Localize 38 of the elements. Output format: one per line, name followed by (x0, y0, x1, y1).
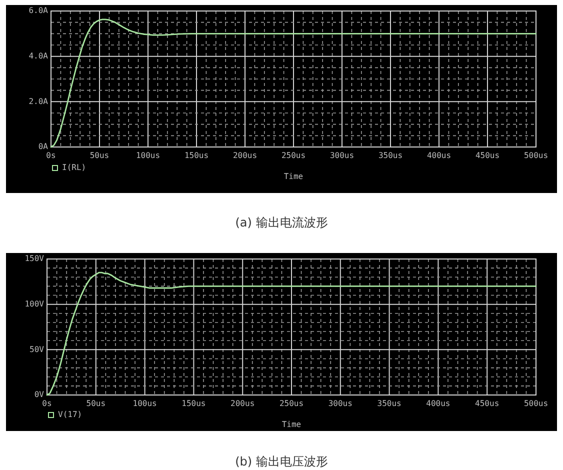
x-tick-label: 500us (524, 399, 548, 408)
y-tick-label: 6.0A (28, 6, 48, 16)
legend-label: I(RL) (62, 163, 86, 172)
x-tick-label: 50us (90, 151, 110, 160)
x-tick-label: 250us (281, 151, 306, 160)
x-tick-label: 300us (328, 399, 353, 408)
y-tick-label: 0V (34, 390, 44, 400)
x-tick-label: 350us (377, 399, 402, 408)
x-tick-label: 500us (524, 151, 548, 160)
x-tick-label: 250us (279, 399, 304, 408)
y-tick-label: 0A (38, 142, 48, 152)
x-tick-label: 150us (182, 399, 206, 408)
text: (a) 输出电流波形 (235, 215, 328, 230)
x-axis-title: Time (284, 172, 304, 182)
x-tick-label: 400us (426, 399, 450, 408)
legend-label: V(17) (58, 410, 82, 420)
x-axis-title: Time (282, 420, 302, 430)
x-tick-label: 300us (330, 151, 354, 160)
x-tick-label: 400us (426, 151, 452, 160)
x-tick-label: 450us (475, 399, 500, 408)
x-tick-label: 50us (86, 399, 106, 408)
legend: V(17) (48, 410, 82, 420)
x-tick-label: 150us (184, 151, 209, 160)
x-tick-label: 200us (230, 399, 255, 408)
x-tick-label: 450us (475, 151, 500, 160)
legend: I(RL) (52, 163, 86, 172)
x-tick-label: 100us (136, 151, 160, 160)
x-tick-label: 200us (232, 151, 258, 160)
x-tick-label: 0s (42, 399, 52, 408)
text: (b) 输出电压波形 (235, 454, 328, 468)
y-tick-label: 100V (24, 300, 44, 309)
y-tick-label: 2.0A (28, 96, 48, 106)
x-tick-label: 350us (378, 151, 403, 160)
y-tick-label: 4.0A (28, 52, 48, 61)
x-tick-label: 100us (132, 399, 158, 408)
y-tick-label: 50V (30, 344, 44, 354)
y-tick-label: 150V (24, 254, 44, 264)
x-tick-label: 0s (46, 151, 56, 160)
